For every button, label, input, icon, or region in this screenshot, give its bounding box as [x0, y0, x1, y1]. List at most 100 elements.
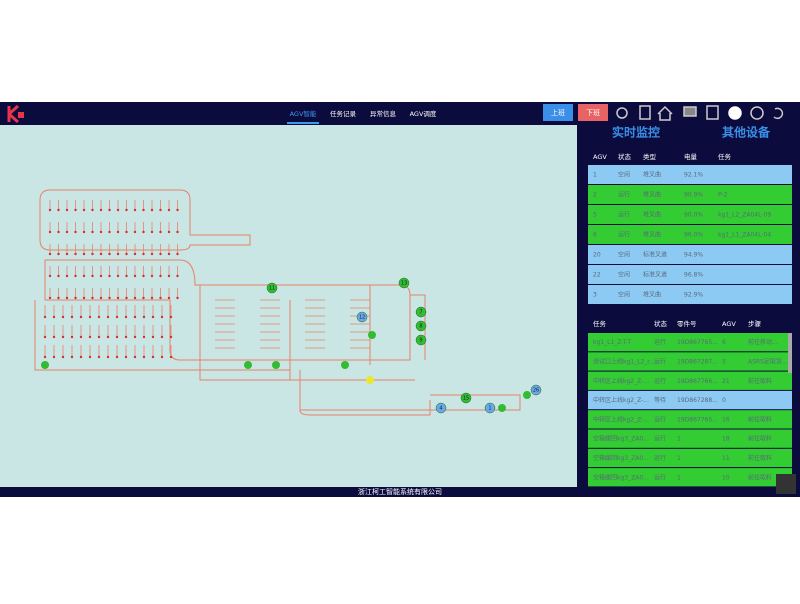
station — [57, 252, 60, 256]
table-cell: 92.9% — [684, 292, 703, 299]
agv-node[interactable] — [244, 361, 252, 369]
station — [159, 252, 162, 256]
agv-node[interactable] — [266, 282, 278, 294]
table-cell: 测试口上线kg1_L2_r... — [593, 357, 655, 365]
table-row[interactable] — [588, 429, 792, 448]
station — [133, 230, 137, 234]
nav-tab[interactable]: 异常信息 — [370, 109, 397, 118]
station — [52, 335, 56, 339]
table-row[interactable] — [588, 352, 792, 371]
agv-node-label[interactable]: 9 — [419, 338, 422, 344]
agv-node[interactable] — [366, 376, 374, 384]
table-row[interactable] — [588, 371, 792, 390]
station — [65, 296, 69, 300]
agv-node[interactable] — [523, 391, 531, 399]
button[interactable] — [578, 104, 608, 121]
table-header: 步骤 — [748, 319, 762, 328]
station — [43, 355, 47, 359]
table-cell: 堆叉曲 — [643, 191, 661, 199]
agv-node-label[interactable]: 12 — [359, 315, 365, 321]
agv-node[interactable] — [484, 402, 496, 414]
agv-node[interactable] — [368, 331, 376, 339]
station — [48, 296, 52, 300]
corner-button[interactable] — [776, 474, 796, 494]
agv-node-label[interactable]: 13 — [401, 281, 407, 287]
agv-node[interactable] — [415, 306, 427, 318]
station — [88, 315, 92, 319]
table-cell: 16 — [722, 416, 730, 423]
table-cell: kg1_L2_ZA04L-09 — [718, 212, 771, 219]
agv-node[interactable] — [41, 361, 49, 369]
table-row[interactable] — [588, 265, 792, 284]
button[interactable] — [543, 104, 573, 121]
table-row[interactable] — [588, 390, 792, 410]
nav-tab[interactable]: AGV智能 — [290, 109, 317, 118]
agv-node[interactable] — [435, 402, 447, 414]
table-cell: 堆叉曲 — [643, 291, 661, 299]
station — [52, 315, 56, 319]
station — [97, 315, 101, 319]
table-row[interactable] — [588, 205, 792, 224]
agv-node-label[interactable]: 4 — [439, 406, 442, 412]
station — [176, 252, 179, 256]
station — [97, 355, 101, 359]
agv-node[interactable] — [356, 311, 368, 323]
agv-node[interactable] — [530, 384, 542, 396]
agv-node-label[interactable]: 8 — [419, 324, 422, 330]
station — [74, 274, 77, 278]
panel-title[interactable]: 其他设备 — [722, 125, 771, 140]
station — [99, 208, 103, 212]
station — [167, 208, 171, 212]
button-label[interactable]: 下班 — [586, 108, 600, 117]
table-cell: 20 — [593, 252, 601, 259]
agv-node[interactable] — [398, 277, 410, 289]
panel-title[interactable]: 实时监控 — [612, 125, 660, 140]
nav-tab[interactable]: 任务记录 — [330, 109, 357, 118]
station — [99, 274, 103, 278]
station — [159, 296, 162, 300]
table-row[interactable] — [588, 225, 792, 244]
agv-node[interactable] — [498, 404, 506, 412]
agv-node-label[interactable]: 7 — [419, 310, 422, 316]
station — [43, 335, 47, 339]
agv-node[interactable] — [415, 320, 427, 332]
station — [99, 230, 103, 234]
table-row[interactable] — [588, 468, 792, 487]
station — [159, 208, 162, 212]
station — [142, 315, 146, 319]
table-row[interactable] — [588, 410, 792, 429]
agv-node[interactable] — [341, 361, 349, 369]
station — [176, 208, 179, 212]
agv-node-label[interactable]: 26 — [533, 388, 539, 394]
button-label[interactable]: 上班 — [551, 108, 565, 117]
toolbar-icons[interactable] — [616, 105, 784, 121]
table-row[interactable] — [588, 245, 792, 264]
table-cell: 96.0% — [684, 232, 703, 239]
table-row[interactable] — [588, 165, 792, 184]
table-cell: 19D867287... — [677, 358, 718, 365]
table-header: AGV — [593, 153, 607, 161]
station — [57, 296, 60, 300]
agv-node-label[interactable]: 15 — [463, 396, 469, 402]
table-row[interactable] — [588, 185, 792, 204]
table-cell: 22 — [593, 272, 601, 279]
agv-node[interactable] — [272, 361, 280, 369]
station — [125, 208, 128, 212]
agv-node[interactable] — [460, 392, 472, 404]
station — [133, 296, 137, 300]
station — [142, 296, 145, 300]
station — [160, 315, 164, 319]
table-row[interactable] — [588, 333, 792, 352]
agv-node-label[interactable]: 1 — [488, 406, 491, 412]
table-cell: 堆叉曲 — [643, 171, 661, 179]
table-row[interactable] — [588, 285, 792, 304]
station — [74, 252, 77, 256]
table-row[interactable] — [588, 448, 792, 468]
station — [142, 355, 146, 359]
agv-node[interactable] — [415, 334, 427, 346]
station — [91, 274, 94, 278]
nav-tab[interactable]: AGV调度 — [410, 109, 437, 118]
agv-node-label[interactable]: 11 — [269, 286, 275, 292]
table-cell: 空箱缓回kg3_ZA0... — [593, 473, 649, 481]
table-cell: 96.8% — [684, 272, 703, 279]
